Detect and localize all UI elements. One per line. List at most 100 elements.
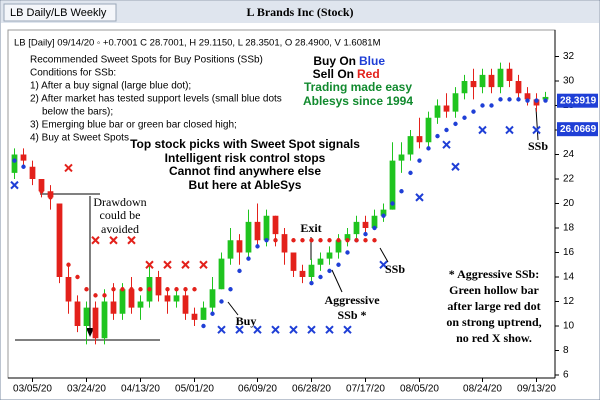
- indicator-dot: [327, 268, 332, 274]
- candle-body: [335, 240, 342, 253]
- candle-body: [191, 313, 198, 320]
- candle-body: [29, 166, 36, 179]
- ssb-arrow: [379, 247, 389, 263]
- indicator-dot: [201, 323, 206, 329]
- annotation: Recommended Sweet Spots for Buy Position…: [30, 55, 263, 66]
- candle-body: [308, 264, 315, 277]
- indicator-dot: [318, 274, 323, 280]
- candle-body: [137, 301, 144, 308]
- candle-body: [317, 258, 324, 265]
- stop-x: [325, 325, 334, 334]
- annotation: below the bars);: [42, 107, 113, 118]
- annotation: Conditions for SSb:: [30, 68, 116, 79]
- indicator-dot: [435, 133, 440, 139]
- y-tick-label: 12: [563, 296, 575, 307]
- x-tick-label: 08/05/20: [400, 384, 439, 395]
- indicator-dot: [417, 158, 422, 163]
- stop-x: [10, 180, 19, 190]
- tab[interactable]: [3, 3, 117, 22]
- annotation: But here at AbleSys: [189, 178, 302, 192]
- annotation: after large red dot: [447, 299, 540, 313]
- candle-body: [281, 234, 288, 253]
- y-tick-label: 6: [563, 370, 569, 381]
- indicator-dot: [363, 231, 368, 237]
- indicator-dot: [480, 103, 485, 108]
- indicator-dot: [507, 97, 512, 102]
- indicator-dot: [147, 287, 152, 292]
- stop-x: [505, 125, 514, 135]
- candle-body: [200, 307, 207, 320]
- candle-body: [74, 301, 81, 326]
- candle-body: [524, 93, 531, 100]
- indicator-dot: [516, 97, 521, 102]
- x-tick-label: 05/01/20: [175, 384, 214, 395]
- candle-body: [479, 74, 486, 88]
- indicator-dot: [471, 109, 476, 114]
- stop-x: [271, 325, 280, 334]
- candle-body: [38, 179, 45, 192]
- indicator-dot: [300, 238, 305, 243]
- candle-body: [128, 289, 135, 308]
- stop-x: [109, 236, 118, 245]
- indicator-dot: [192, 287, 197, 292]
- annotation: Drawdown: [93, 195, 146, 209]
- y-tick-label: 32: [563, 51, 575, 62]
- candle-body: [155, 277, 162, 296]
- tab-label[interactable]: LB Daily/LB Weekly: [10, 7, 107, 19]
- candle-body: [245, 221, 252, 253]
- indicator-dot: [48, 195, 53, 200]
- candle-body: [83, 307, 90, 326]
- candle-body: [407, 136, 414, 155]
- y-tick-label: 14: [563, 272, 575, 283]
- price-tag: [557, 122, 598, 137]
- indicator-dot: [39, 189, 44, 194]
- annotation: on strong uptrend,: [446, 315, 541, 329]
- stop-x: [451, 162, 460, 171]
- indicator-dot: [336, 238, 341, 243]
- annotation: Top stock picks with Sweet Spot signals: [130, 137, 360, 151]
- annotation: Cannot find anywhere else: [169, 164, 321, 178]
- price-tag-label: 28.3919: [560, 95, 597, 106]
- x-tick-label: 03/24/20: [67, 384, 106, 395]
- stop-x: [91, 236, 100, 245]
- annotation: SSb *: [337, 308, 366, 322]
- annotation: SSb: [385, 262, 405, 276]
- indicator-dot: [390, 201, 395, 206]
- candle-body: [470, 81, 477, 88]
- indicator-dot: [354, 238, 359, 243]
- indicator-dot: [129, 287, 134, 292]
- candle-body: [227, 240, 234, 259]
- annotation: avoided: [101, 222, 139, 236]
- indicator-dot: [84, 287, 89, 292]
- indicator-dot: [219, 299, 224, 304]
- candle-body: [110, 301, 117, 314]
- indicator-dot: [264, 238, 269, 243]
- indicator-dot: [21, 164, 26, 169]
- candle-body: [542, 96, 549, 100]
- annotation: Red: [357, 67, 380, 81]
- indicator-dot: [543, 98, 548, 103]
- stop-x: [64, 163, 73, 173]
- indicator-dot: [291, 238, 296, 243]
- y-tick-label: 18: [563, 223, 575, 234]
- indicator-dot: [309, 280, 314, 286]
- indicator-dot: [318, 238, 323, 243]
- candle-body: [461, 81, 468, 94]
- candle-body: [164, 295, 171, 302]
- candle-body: [425, 117, 432, 143]
- stop-x: [532, 125, 541, 135]
- indicator-dot: [381, 213, 386, 218]
- indicator-dot: [156, 287, 161, 292]
- indicator-dot: [138, 287, 143, 292]
- candle-body: [209, 289, 216, 308]
- indicator-dot: [228, 287, 233, 292]
- candle-body: [119, 289, 126, 314]
- stop-x: [379, 260, 388, 269]
- annotation: Blue: [359, 54, 385, 68]
- indicator-dot: [120, 287, 125, 292]
- candle-body: [20, 154, 27, 161]
- stop-x: [307, 325, 316, 334]
- indicator-dot: [102, 293, 107, 298]
- annotation: * Aggressive SSb:: [449, 267, 539, 281]
